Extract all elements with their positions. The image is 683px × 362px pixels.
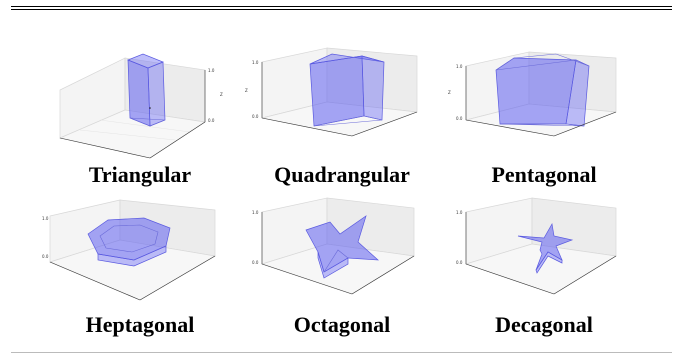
z-tick-top: 1.0 <box>456 210 463 215</box>
caption-triangular: Triangular <box>88 162 192 187</box>
panel-heptagonal: 1.0 0.0 Heptagonal <box>40 190 240 340</box>
top-rule <box>11 6 672 7</box>
prism-plot-heptagonal: 1.0 0.0 <box>42 199 217 301</box>
prism-plot-triangular: 1.0 0.0 Z <box>58 53 223 159</box>
z-tick-top: 1.0 <box>208 68 215 73</box>
bottom-rule <box>11 352 672 353</box>
panel-octagonal: 1.0 0.0 Octagonal <box>242 190 442 340</box>
top-rule-second <box>11 9 672 10</box>
z-axis-label: Z <box>448 90 451 95</box>
z-tick-bottom: 0.0 <box>456 116 463 121</box>
z-tick-bottom: 0.0 <box>252 260 259 265</box>
z-axis-label: Z <box>245 88 248 93</box>
prism-plot-octagonal: 1.0 0.0 <box>252 197 416 295</box>
z-tick-bottom: 0.0 <box>252 114 259 119</box>
caption-heptagonal: Heptagonal <box>85 312 195 337</box>
prism-plot-quadrangular: 1.0 0.0 Z <box>245 47 418 137</box>
prism-plot-pentagonal: 1.0 0.0 Z <box>448 51 617 137</box>
z-tick-bottom: 0.0 <box>208 118 215 123</box>
caption-quadrangular: Quadrangular <box>274 162 410 187</box>
z-tick-top: 1.0 <box>252 60 259 65</box>
panel-pentagonal: 1.0 0.0 Z Pentagonal <box>444 40 644 190</box>
z-tick-top: 1.0 <box>252 210 259 215</box>
z-tick-bottom: 0.0 <box>456 260 463 265</box>
z-tick-top: 1.0 <box>456 64 463 69</box>
z-tick-top: 1.0 <box>42 216 49 221</box>
z-axis-label: Z <box>220 92 223 97</box>
prism-plot-decagonal: 1.0 0.0 <box>456 197 618 295</box>
panel-quadrangular: 1.0 0.0 Z Quadrangular <box>242 40 442 190</box>
panel-triangular: 1.0 0.0 Z Triangular <box>40 40 240 190</box>
caption-decagonal: Decagonal <box>495 312 593 337</box>
caption-octagonal: Octagonal <box>293 312 391 337</box>
caption-pentagonal: Pentagonal <box>491 162 597 187</box>
z-tick-bottom: 0.0 <box>42 254 49 259</box>
panel-decagonal: 1.0 0.0 Decagonal <box>444 190 644 340</box>
